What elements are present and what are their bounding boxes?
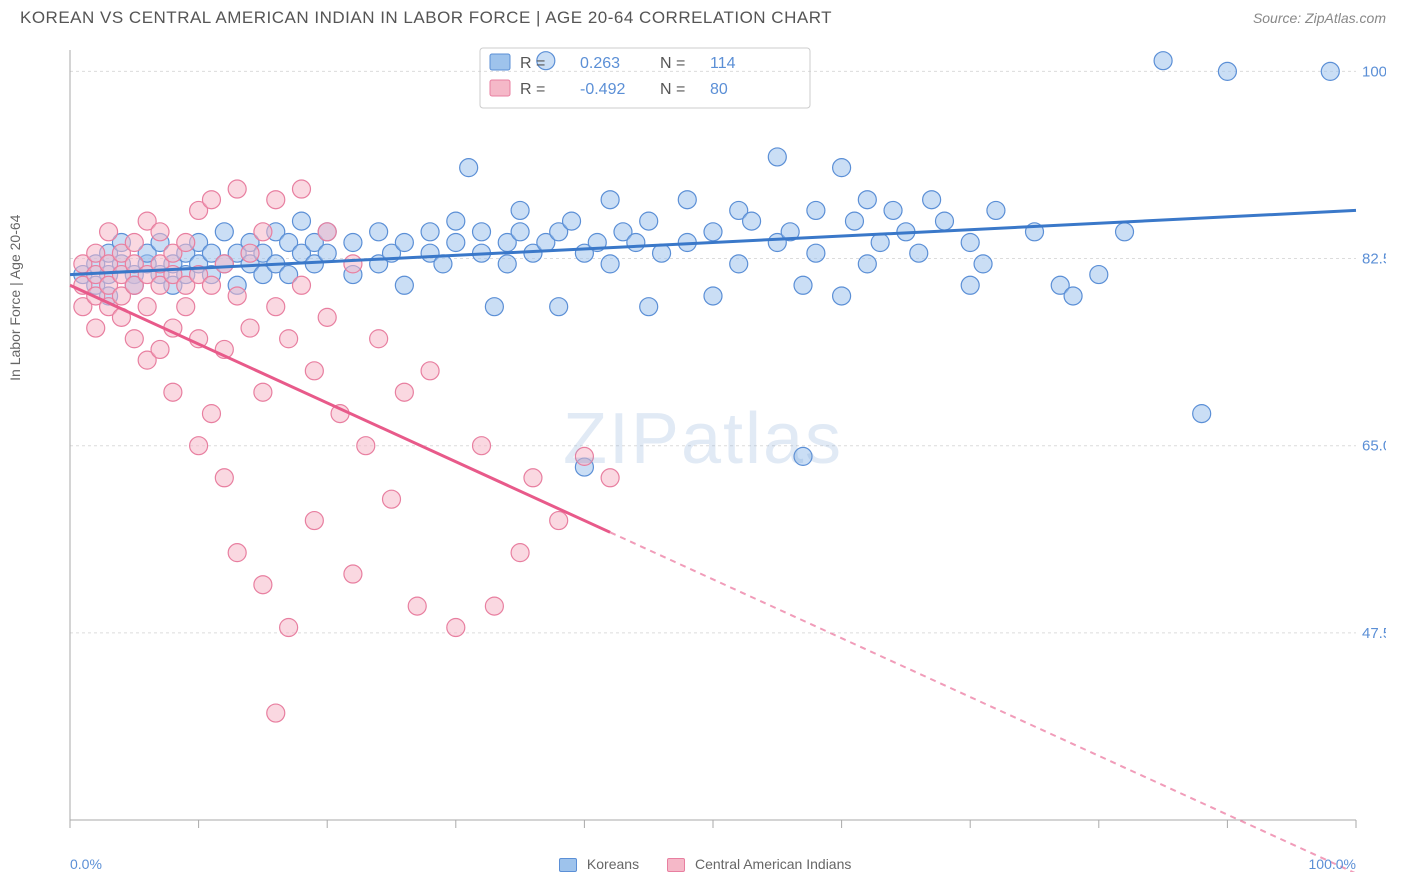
chart-title: KOREAN VS CENTRAL AMERICAN INDIAN IN LAB… [20,8,832,28]
svg-text:-0.492: -0.492 [580,81,625,98]
svg-text:80: 80 [710,81,728,98]
svg-text:65.0%: 65.0% [1362,438,1386,455]
bottom-legend: Koreans Central American Indians [559,856,851,872]
svg-text:100.0%: 100.0% [1362,63,1386,80]
legend-label: Koreans [587,856,639,872]
legend-swatch-icon [559,858,577,872]
scatter-chart: 47.5% 65.0% 82.5% 100.0% R = 0.263 N = 114 R = -0… [20,40,1386,872]
x-axis-max-label: 100.0% [1309,856,1356,872]
legend-item-central-american-indians: Central American Indians [667,856,851,872]
svg-text:82.5%: 82.5% [1362,251,1386,268]
svg-text:114: 114 [710,55,736,72]
svg-text:R =: R = [520,55,545,72]
svg-text:R =: R = [520,81,545,98]
legend-item-koreans: Koreans [559,856,639,872]
chart-container: In Labor Force | Age 20-64 ZIPatlas 47.5… [20,40,1386,872]
x-axis-min-label: 0.0% [70,856,102,872]
y-axis-label: In Labor Force | Age 20-64 [7,215,23,381]
svg-text:N =: N = [660,81,685,98]
svg-text:0.263: 0.263 [580,55,620,72]
svg-text:47.5%: 47.5% [1362,625,1386,642]
legend-label: Central American Indians [695,856,851,872]
svg-text:N =: N = [660,55,685,72]
legend-swatch-icon [667,858,685,872]
source-label: Source: ZipAtlas.com [1253,10,1386,26]
